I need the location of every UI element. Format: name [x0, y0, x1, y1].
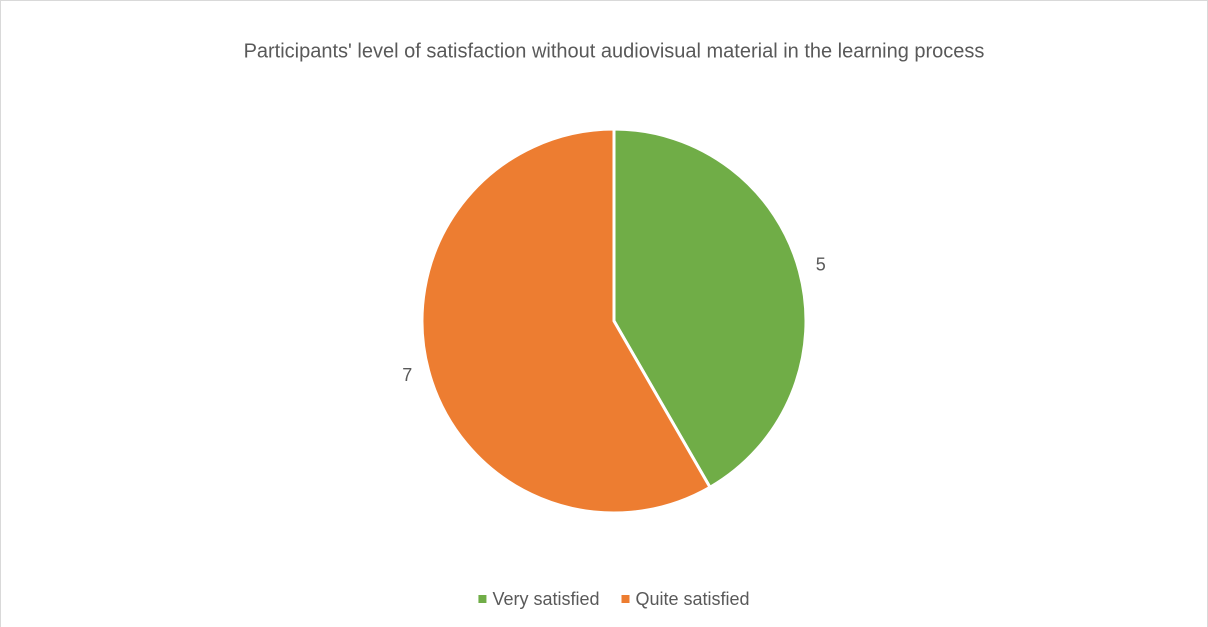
pie-slice: [612, 127, 808, 490]
legend-label: Very satisfied: [492, 589, 599, 609]
legend-marker: [478, 595, 487, 603]
chart-title: Participants' level of satisfaction with…: [244, 40, 985, 62]
data-label: 7: [402, 365, 412, 385]
legend-marker: [621, 595, 630, 603]
data-label: 5: [816, 254, 826, 274]
pie-slice: [420, 127, 713, 515]
legend-label: Quite satisfied: [636, 589, 750, 609]
